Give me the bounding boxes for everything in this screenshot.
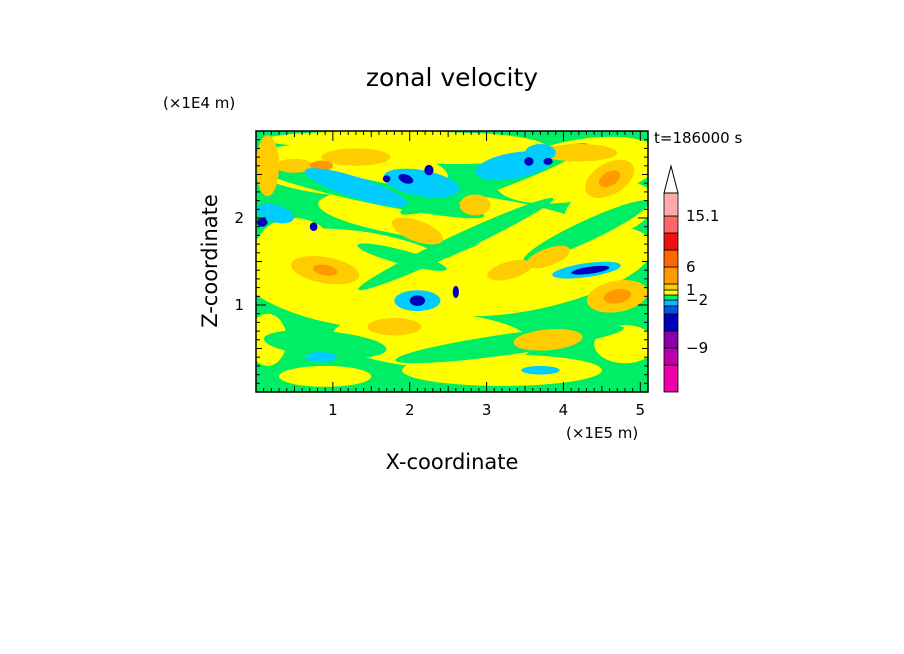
colorbar-swatch bbox=[663, 364, 679, 393]
time-label: t=186000 s bbox=[654, 129, 742, 147]
colorbar-swatch bbox=[663, 305, 679, 315]
field-patch bbox=[521, 365, 560, 375]
field-patch bbox=[402, 354, 602, 386]
field-patch bbox=[256, 203, 294, 224]
field-patch bbox=[487, 259, 533, 281]
field-patch bbox=[357, 243, 447, 271]
field-patch bbox=[571, 265, 610, 275]
field-patch bbox=[398, 173, 414, 184]
x-tick-label: 2 bbox=[405, 401, 415, 419]
field-patch bbox=[263, 330, 387, 359]
colorbar-swatch bbox=[663, 283, 679, 291]
field-patch bbox=[543, 157, 553, 165]
x-axis: 1 2 3 4 5 bbox=[263, 131, 646, 419]
colorbar-swatch bbox=[663, 266, 679, 285]
colorbar-label: 1 bbox=[686, 281, 696, 299]
field-patch bbox=[358, 197, 554, 291]
x-axis-label: X-coordinate bbox=[386, 450, 519, 474]
colorbar-swatch bbox=[663, 232, 679, 251]
field-patch bbox=[321, 148, 391, 166]
colorbar-swatch bbox=[663, 289, 679, 296]
y-tick-label: 2 bbox=[234, 209, 244, 227]
colorbar-label: 15.1 bbox=[686, 207, 719, 225]
field-patch bbox=[256, 135, 280, 197]
colorbar-label: −2 bbox=[686, 291, 708, 309]
y-axis: 12 bbox=[234, 139, 648, 384]
y-unit-label: (×1E4 m) bbox=[163, 94, 235, 112]
colorbar-extend-arrow bbox=[663, 164, 679, 194]
field-patch bbox=[309, 222, 318, 232]
field-patch bbox=[526, 245, 570, 269]
field-patch bbox=[424, 164, 434, 176]
field-patch bbox=[598, 170, 621, 188]
field-patch bbox=[540, 144, 618, 162]
field-patch bbox=[513, 328, 583, 351]
field-patch bbox=[524, 157, 534, 166]
colorbar-label: 6 bbox=[686, 258, 696, 276]
x-tick-label: 5 bbox=[636, 401, 646, 419]
field-patch bbox=[305, 351, 337, 363]
colorbar-swatch bbox=[663, 192, 679, 217]
colorbar-swatch bbox=[663, 330, 679, 349]
x-tick-label: 1 bbox=[328, 401, 338, 419]
contour-field bbox=[256, 131, 648, 392]
y-tick-label: 1 bbox=[234, 296, 244, 314]
field-patch bbox=[313, 264, 338, 276]
field-patch bbox=[391, 217, 443, 245]
chart-title: zonal velocity bbox=[366, 63, 538, 92]
field-patch bbox=[382, 175, 391, 183]
field-patch bbox=[525, 144, 556, 162]
field-patch bbox=[452, 285, 459, 299]
field-patch bbox=[603, 289, 631, 304]
field-patch bbox=[279, 365, 372, 387]
field-patch bbox=[304, 168, 408, 207]
colorbar-swatch bbox=[663, 294, 679, 301]
x-tick-label: 4 bbox=[559, 401, 569, 419]
colorbar-swatch bbox=[663, 249, 679, 268]
colorbar-swatch bbox=[663, 347, 679, 366]
y-axis-label: Z-coordinate bbox=[198, 194, 222, 328]
field-patch bbox=[459, 194, 491, 216]
colorbar-swatch bbox=[663, 215, 679, 234]
field-patch bbox=[409, 295, 426, 306]
field-patch bbox=[275, 158, 314, 173]
field-patch bbox=[367, 318, 422, 336]
x-tick-label: 3 bbox=[482, 401, 492, 419]
x-unit-label: (×1E5 m) bbox=[566, 424, 638, 442]
colorbar-label: −9 bbox=[686, 339, 708, 357]
colorbar: 15.1 6 1−2 −9 bbox=[663, 164, 719, 393]
field-patch bbox=[256, 218, 268, 227]
colorbar-swatch bbox=[663, 313, 679, 332]
colorbar-swatch bbox=[663, 299, 679, 307]
